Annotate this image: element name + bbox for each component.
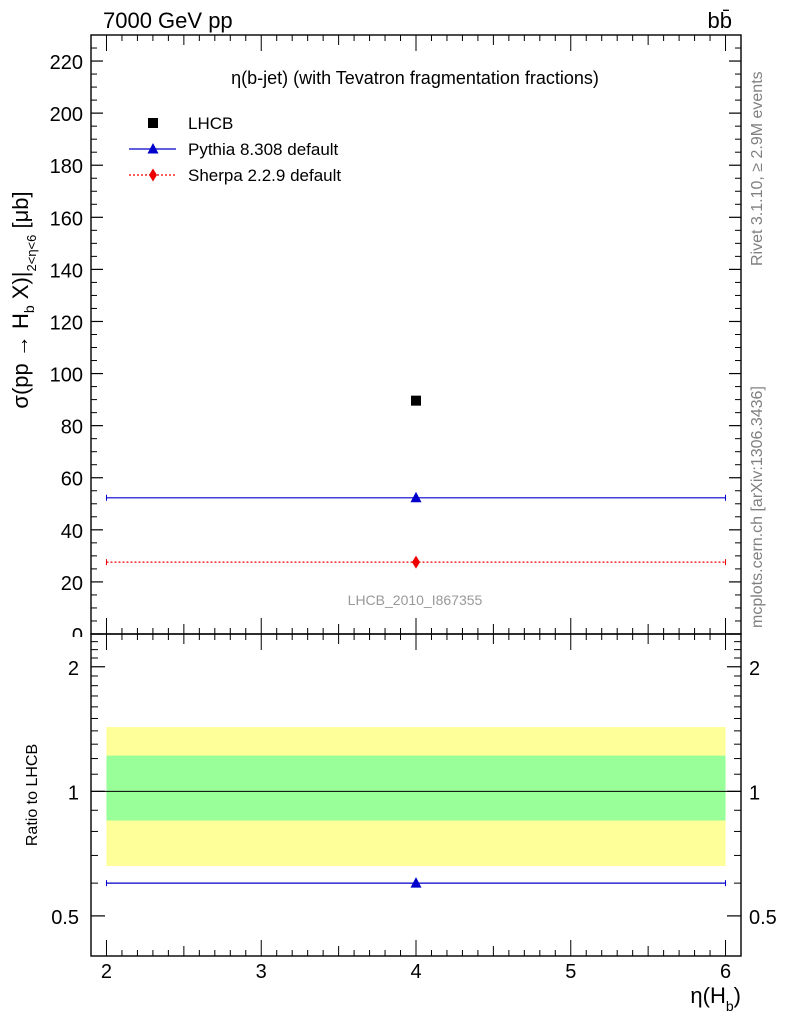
legend-label: Pythia 8.308 default [188,140,339,159]
legend: LHCB Pythia 8.308 default Sherpa 2.2.9 def… [129,114,341,185]
x-tick-label: 6 [720,961,731,983]
ratio-panel: 0.5 0.5 1 1 2 2 2 3 4 5 6 Ratio to LHCB [24,633,777,983]
x-tick-label: 3 [256,961,267,983]
ratio-y-axis: 0.5 0.5 1 1 2 2 [51,633,777,957]
process-label: bb̄ [708,8,732,33]
main-y-tick-label: 200 [50,104,83,126]
ratio-y-tick-label: 2 [68,658,79,680]
ratio-y-tick-label-right: 2 [749,658,760,680]
main-y-tick-label: 0 [72,625,83,647]
ratio-frame [90,633,742,957]
data-point-2 [412,555,420,569]
legend-label: LHCB [188,114,233,133]
energy-label: 7000 GeV pp [103,8,233,33]
main-y-label: σ(pp → Hb X)|2<η<6 [μb] [8,191,39,408]
mcplots-label: mcplots.cern.ch [arXiv:1306.3436] [749,386,766,628]
legend-marker [147,143,159,154]
ratio-y-tick-label: 1 [68,782,79,804]
x-tick-label: 4 [410,961,421,983]
rivet-label: Rivet 3.1.10, ≥ 2.9M events [749,71,766,266]
legend-marker [149,168,157,182]
axis-label-clip [30,637,88,647]
svg-text:σ(pp → Hb X)|2<η<6 [μb]: σ(pp → Hb X)|2<η<6 [μb] [8,191,39,408]
x-tick-label: 5 [565,961,576,983]
svg-text:η(Hb): η(Hb) [690,983,741,1014]
main-y-tick-label: 220 [50,52,83,74]
ratio-y-tick-label-right: 0.5 [749,907,777,929]
data-point-1 [410,491,422,503]
main-y-tick-label: 140 [50,260,83,282]
legend-marker [148,118,158,128]
ratio-y-label: Ratio to LHCB [24,744,41,846]
data-point-0 [411,395,421,406]
main-y-tick-label: 160 [50,208,83,230]
ratio-point-0 [410,877,422,888]
main-y-tick-label: 180 [50,156,83,178]
main-y-tick-label: 60 [61,469,83,491]
main-y-tick-label: 20 [61,573,83,595]
main-watermark: LHCB_2010_I867355 [348,592,483,608]
main-panel: 0 20 40 60 80 100 120 140 160 180 200 220 η(b-jet) … [50,34,742,647]
legend-label: Sherpa 2.2.9 default [188,166,341,185]
x-tick-label: 2 [101,961,112,983]
main-y-tick-label: 120 [50,312,83,334]
main-y-tick-label: 40 [61,521,83,543]
ratio-y-tick-label-right: 1 [749,782,760,804]
x-axis-label: η(Hb) [690,983,741,1014]
main-y-tick-label: 80 [61,417,83,439]
main-title: η(b-jet) (with Tevatron fragmentation fr… [231,68,599,88]
main-y-axis: 0 20 40 60 80 100 120 140 160 180 200 220 [50,34,741,647]
ratio-y-tick-label: 0.5 [51,907,79,929]
ratio-band-1 [106,755,726,821]
main-y-tick-label: 100 [50,365,83,387]
ratio-x-axis: 2 3 4 5 6 [90,634,742,983]
